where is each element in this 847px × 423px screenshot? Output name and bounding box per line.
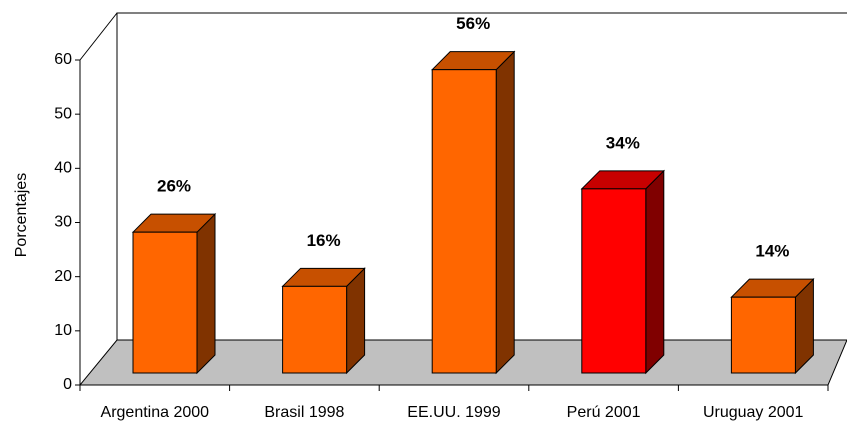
x-tick-label: Perú 2001 — [567, 404, 641, 421]
x-tick-label: Uruguay 2001 — [703, 404, 804, 421]
bar — [282, 285, 348, 374]
x-tick-label: EE.UU. 1999 — [407, 404, 500, 421]
bar — [730, 296, 796, 374]
x-tick-label: Argentina 2000 — [101, 404, 210, 421]
bar-side — [196, 212, 216, 375]
y-tick-label: 0 — [63, 376, 72, 393]
y-axis-title: Porcentajes — [13, 173, 30, 258]
value-label: 34% — [606, 133, 640, 152]
value-label: 14% — [755, 242, 789, 261]
bar — [132, 231, 198, 374]
bar — [581, 188, 647, 374]
y-tick-label: 50 — [54, 105, 72, 122]
y-tick-label: 20 — [54, 268, 72, 285]
bar — [431, 69, 497, 374]
y-tick-label: 60 — [54, 51, 72, 68]
bar-side — [495, 50, 515, 375]
y-tick-label: 30 — [54, 214, 72, 231]
value-label: 16% — [307, 231, 341, 250]
value-label: 56% — [456, 14, 490, 33]
value-label: 26% — [157, 177, 191, 196]
y-tick-label: 10 — [54, 322, 72, 339]
side-edge — [79, 12, 118, 61]
x-tick-label: Brasil 1998 — [264, 404, 344, 421]
y-tick-label: 40 — [54, 160, 72, 177]
bar-side — [645, 169, 665, 375]
